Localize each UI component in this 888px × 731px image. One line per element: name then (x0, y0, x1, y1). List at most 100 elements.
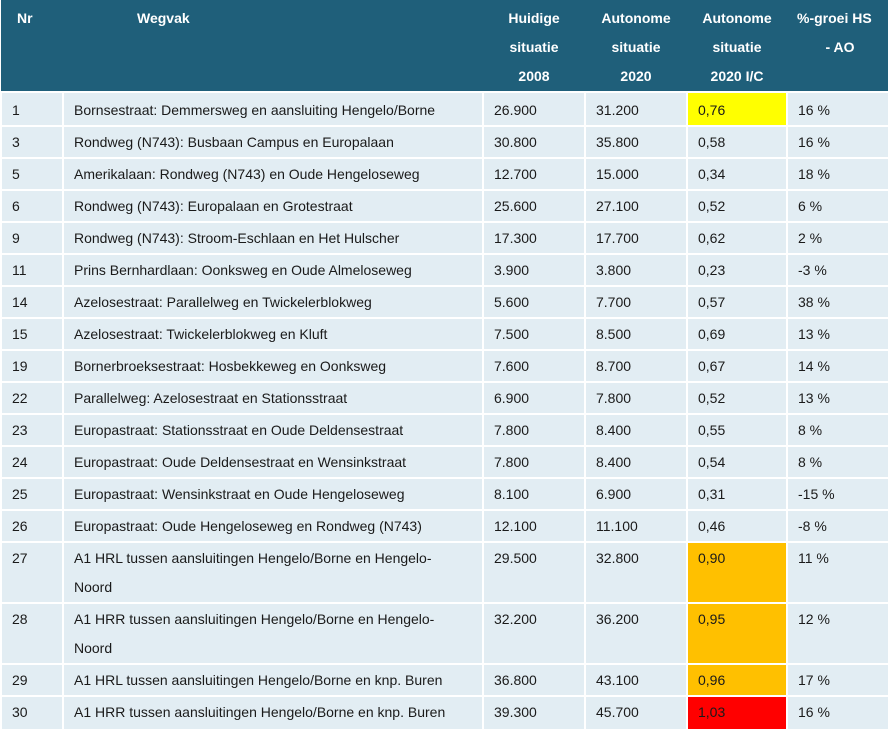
table-row: 26 Europastraat: Oude Hengeloseweg en Ron… (0, 509, 888, 543)
cell-ic: 0,54 (686, 445, 788, 479)
wegvak-line: Prins Bernhardlaan: Oonksweg en Oude Alm… (74, 262, 412, 278)
header-huidige-line1: Huidige (508, 10, 560, 26)
cell-huidig: 7.800 (482, 445, 586, 479)
cell-groei: 13 % (786, 381, 888, 415)
table-row: 22 Parallelweg: Azelosestraat en Stations… (0, 381, 888, 415)
cell-wegvak: A1 HRL tussen aansluitingen Hengelo/Born… (62, 663, 484, 697)
header-groei-line1: %-groei HS (797, 10, 872, 26)
cell-huidig: 36.800 (482, 663, 586, 697)
cell-nr: 19 (0, 349, 64, 383)
cell-wegvak: Europastraat: Wensinkstraat en Oude Heng… (62, 477, 484, 511)
cell-nr: 3 (0, 125, 64, 159)
cell-groei: 16 % (786, 125, 888, 159)
cell-wegvak: Europastraat: Oude Hengeloseweg en Rondw… (62, 509, 484, 543)
header-ic-line2: situatie (712, 39, 762, 55)
cell-autonoom: 31.200 (584, 91, 688, 127)
cell-huidig: 29.500 (482, 541, 586, 604)
header-autonoom: Autonome situatie 2020 (585, 0, 687, 92)
table-row: 1 Bornsestraat: Demmersweg en aansluiting… (0, 91, 888, 127)
cell-nr: 6 (0, 189, 64, 223)
cell-groei: 6 % (786, 189, 888, 223)
header-autonoom-line3: 2020 (620, 68, 652, 84)
cell-autonoom: 6.900 (584, 477, 688, 511)
cell-nr: 5 (0, 157, 64, 191)
cell-groei: 2 % (786, 221, 888, 255)
cell-huidig: 12.100 (482, 509, 586, 543)
cell-groei: 12 % (786, 602, 888, 665)
cell-autonoom: 7.700 (584, 285, 688, 319)
cell-groei: 8 % (786, 413, 888, 447)
table-header-row: Nr Wegvak Huidige situatie 2008 Autonome… (1, 0, 888, 92)
cell-wegvak: Prins Bernhardlaan: Oonksweg en Oude Alm… (62, 253, 484, 287)
table-row: 28 A1 HRR tussen aansluitingen Hengelo/Bo… (0, 602, 888, 665)
cell-autonoom: 35.800 (584, 125, 688, 159)
header-ic-line3: 2020 I/C (710, 68, 764, 84)
cell-autonoom: 8.400 (584, 445, 688, 479)
cell-wegvak: Bornsestraat: Demmersweg en aansluiting … (62, 91, 484, 127)
header-wegvak: Wegvak (63, 0, 483, 92)
cell-wegvak: Rondweg (N743): Stroom-Eschlaan en Het H… (62, 221, 484, 255)
cell-wegvak: A1 HRR tussen aansluitingen Hengelo/Born… (62, 602, 484, 665)
cell-nr: 27 (0, 541, 64, 604)
cell-huidig: 30.800 (482, 125, 586, 159)
cell-groei: 17 % (786, 663, 888, 697)
wegvak-line: Noord (74, 640, 113, 656)
cell-nr: 11 (0, 253, 64, 287)
cell-autonoom: 32.800 (584, 541, 688, 604)
table-row: 11 Prins Bernhardlaan: Oonksweg en Oude A… (0, 253, 888, 287)
cell-nr: 23 (0, 413, 64, 447)
cell-groei: 18 % (786, 157, 888, 191)
wegvak-line: Europastraat: Oude Deldensestraat en Wen… (74, 454, 407, 470)
table-row: 27 A1 HRL tussen aansluitingen Hengelo/Bo… (0, 541, 888, 604)
header-groei-line2: - AO (825, 39, 855, 55)
cell-wegvak: A1 HRL tussen aansluitingen Hengelo/Born… (62, 541, 484, 604)
cell-wegvak: Azelosestraat: Twickelerblokweg en Kluft (62, 317, 484, 351)
cell-nr: 14 (0, 285, 64, 319)
cell-ic: 0,52 (686, 189, 788, 223)
cell-ic: 0,58 (686, 125, 788, 159)
wegvak-line: Bornsestraat: Demmersweg en aansluiting … (74, 102, 436, 118)
cell-wegvak: Azelosestraat: Parallelweg en Twickelerb… (62, 285, 484, 319)
cell-ic: 0,23 (686, 253, 788, 287)
wegvak-line: Europastraat: Stationsstraat en Oude Del… (74, 422, 404, 438)
cell-ic: 0,67 (686, 349, 788, 383)
wegvak-line: Rondweg (N743): Busbaan Campus en Europa… (74, 134, 394, 150)
cell-huidig: 3.900 (482, 253, 586, 287)
cell-groei: 13 % (786, 317, 888, 351)
wegvak-line: Noord (74, 579, 113, 595)
cell-huidig: 17.300 (482, 221, 586, 255)
wegvak-line: A1 HRR tussen aansluitingen Hengelo/Born… (74, 611, 435, 627)
cell-ic: 0,31 (686, 477, 788, 511)
cell-ic: 0,90 (686, 541, 788, 604)
cell-nr: 24 (0, 445, 64, 479)
table-row: 19 Bornerbroeksestraat: Hosbekkeweg en Oo… (0, 349, 888, 383)
cell-autonoom: 15.000 (584, 157, 688, 191)
table-row: 14 Azelosestraat: Parallelweg en Twickele… (0, 285, 888, 319)
wegvak-line: Azelosestraat: Parallelweg en Twickelerb… (74, 294, 372, 310)
cell-wegvak: Europastraat: Oude Deldensestraat en Wen… (62, 445, 484, 479)
cell-autonoom: 8.700 (584, 349, 688, 383)
cell-huidig: 5.600 (482, 285, 586, 319)
cell-ic: 0,46 (686, 509, 788, 543)
cell-huidig: 7.500 (482, 317, 586, 351)
header-ic: Autonome situatie 2020 I/C (687, 0, 787, 92)
table-row: 3 Rondweg (N743): Busbaan Campus en Europ… (0, 125, 888, 159)
cell-nr: 15 (0, 317, 64, 351)
wegvak-line: Europastraat: Wensinkstraat en Oude Heng… (74, 486, 405, 502)
wegvak-line: Parallelweg: Azelosestraat en Stationsst… (74, 390, 348, 406)
wegvak-line: A1 HRL tussen aansluitingen Hengelo/Born… (74, 550, 432, 566)
cell-autonoom: 17.700 (584, 221, 688, 255)
cell-groei: -15 % (786, 477, 888, 511)
cell-ic: 0,69 (686, 317, 788, 351)
cell-huidig: 7.800 (482, 413, 586, 447)
wegvak-line: Europastraat: Oude Hengeloseweg en Rondw… (74, 518, 422, 534)
cell-autonoom: 8.500 (584, 317, 688, 351)
wegvak-line: A1 HRR tussen aansluitingen Hengelo/Born… (74, 704, 446, 720)
cell-huidig: 26.900 (482, 91, 586, 127)
cell-huidig: 8.100 (482, 477, 586, 511)
cell-nr: 1 (0, 91, 64, 127)
cell-nr: 25 (0, 477, 64, 511)
cell-huidig: 25.600 (482, 189, 586, 223)
cell-nr: 26 (0, 509, 64, 543)
